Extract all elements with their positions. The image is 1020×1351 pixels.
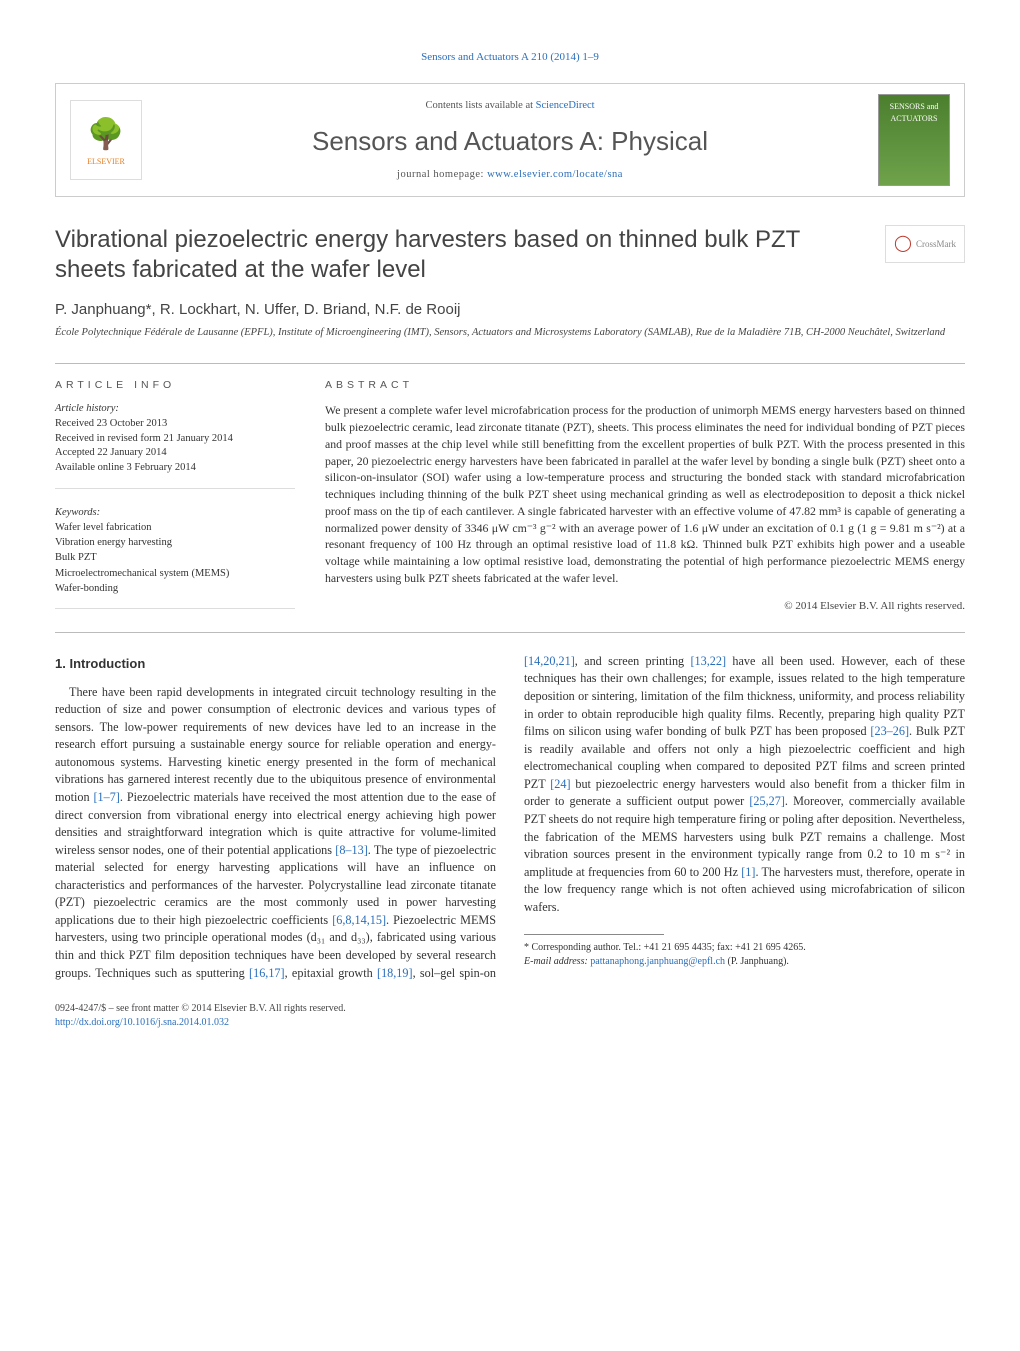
article-info-label: article info [55,378,295,393]
running-header: Sensors and Actuators A 210 (2014) 1–9 [55,50,965,65]
body-text: , epitaxial growth [285,966,377,980]
contents-line: Contents lists available at ScienceDirec… [156,99,864,114]
doi-link[interactable]: http://dx.doi.org/10.1016/j.sna.2014.01.… [55,1017,229,1028]
citation-link[interactable]: [6,8,14,15] [332,913,386,927]
citation-link[interactable]: [13,22] [690,654,726,668]
footnote-corr-line: * Corresponding author. Tel.: +41 21 695… [524,942,806,953]
body-two-column: 1. Introduction There have been rapid de… [55,653,965,982]
citation-link[interactable]: [25,27] [749,794,785,808]
journal-homepage-link[interactable]: www.elsevier.com/locate/sna [487,169,623,180]
abstract-copyright: © 2014 Elsevier B.V. All rights reserved… [325,599,965,614]
abstract-label: abstract [325,378,965,393]
keyword-item: Bulk PZT [55,552,97,563]
citation-link[interactable]: [1–7] [93,790,119,804]
journal-masthead: 🌳 ELSEVIER Contents lists available at S… [55,83,965,197]
cover-label-2: ACTUATORS [891,113,938,124]
history-online: Available online 3 February 2014 [55,462,196,473]
history-heading: Article history: [55,403,119,414]
author-list: P. Janphuang*, R. Lockhart, N. Uffer, D.… [55,299,965,320]
article-title: Vibrational piezoelectric energy harvest… [55,225,871,285]
journal-name: Sensors and Actuators A: Physical [156,123,864,159]
authors-text: P. Janphuang*, R. Lockhart, N. Uffer, D.… [55,301,461,318]
footnote-email-suffix: (P. Janphuang). [725,956,789,967]
homepage-prefix: journal homepage: [397,169,487,180]
citation-link[interactable]: [18,19] [377,966,413,980]
footnote-email-label: E-mail address: [524,956,590,967]
cover-label-1: SENSORS and [890,101,939,112]
elsevier-tree-icon: 🌳 [87,114,124,156]
issn-line: 0924-4247/$ – see front matter © 2014 El… [55,1003,346,1014]
body-text: , and screen printing [575,654,691,668]
citation-link[interactable]: [14,20,21] [524,654,575,668]
history-accepted: Accepted 22 January 2014 [55,447,167,458]
intro-heading: 1. Introduction [55,655,496,674]
citation-link[interactable]: [24] [550,777,570,791]
section-divider [55,632,965,633]
contents-prefix: Contents lists available at [425,100,535,111]
homepage-line: journal homepage: www.elsevier.com/locat… [156,168,864,183]
keyword-item: Wafer level fabrication [55,522,152,533]
citation-link[interactable]: [16,17] [249,966,285,980]
author-email-link[interactable]: pattanaphong.janphuang@epfl.ch [590,956,725,967]
crossmark-badge[interactable]: CrossMark [885,225,965,263]
elsevier-logo: 🌳 ELSEVIER [70,100,142,180]
bottom-meta: 0924-4247/$ – see front matter © 2014 El… [55,1002,965,1030]
affiliation: École Polytechnique Fédérale de Lausanne… [55,326,965,340]
body-text: There have been rapid developments in in… [55,685,496,804]
citation-link[interactable]: [8–13] [335,843,368,857]
keyword-item: Vibration energy harvesting [55,537,172,548]
footnote-rule [524,934,664,935]
article-history: Article history: Received 23 October 201… [55,402,295,488]
keywords-block: Keywords: Wafer level fabrication Vibrat… [55,505,295,609]
history-received: Received 23 October 2013 [55,418,167,429]
abstract-text: We present a complete wafer level microf… [325,402,965,586]
keyword-item: Wafer-bonding [55,583,118,594]
body-paragraph: There have been rapid developments in in… [55,653,965,982]
corresponding-author-footnote: * Corresponding author. Tel.: +41 21 695… [524,941,965,968]
elsevier-wordmark: ELSEVIER [87,156,125,167]
history-revised: Received in revised form 21 January 2014 [55,433,233,444]
keywords-heading: Keywords: [55,507,100,518]
citation-link[interactable]: [1] [741,865,755,879]
citation-link[interactable]: [23–26] [870,724,909,738]
keyword-item: Microelectromechanical system (MEMS) [55,568,229,579]
journal-cover-thumbnail: SENSORS and ACTUATORS [878,94,950,186]
body-text: , sol–gel spin-on [413,966,496,980]
sciencedirect-link[interactable]: ScienceDirect [536,100,595,111]
